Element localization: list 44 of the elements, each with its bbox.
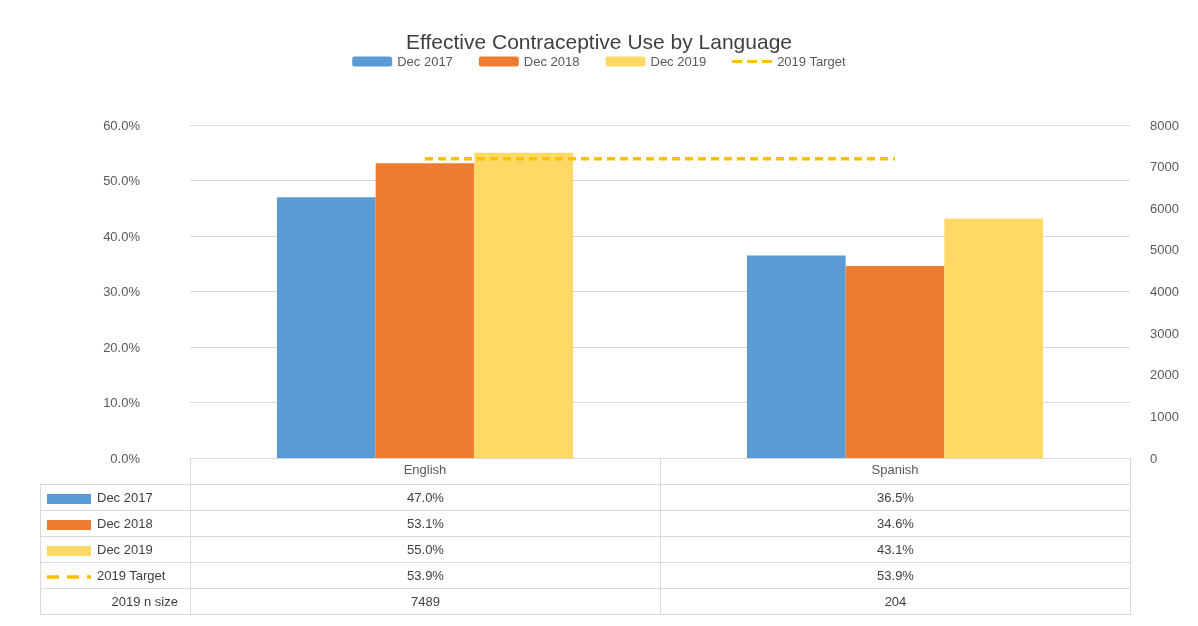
bar: [944, 218, 1044, 458]
text: 2019 n size: [40, 588, 191, 615]
data-label: 34.6%: [660, 510, 1131, 537]
data-label: 47.0%: [190, 484, 661, 511]
y-tick-label: 10.0%: [103, 395, 141, 410]
y2-tick-label: 2000: [1150, 367, 1179, 383]
legend-label: Dec 2019: [650, 54, 707, 69]
y2-tick-label: 4000: [1150, 284, 1179, 299]
chart-title: Effective Contraceptive Use by Language: [405, 30, 793, 53]
y2-tick-label: 6000: [1150, 200, 1179, 216]
x-tick-label: Spanish: [871, 462, 919, 477]
text: 204: [660, 588, 1131, 615]
bar: [746, 255, 846, 458]
data-label: 55.0%: [190, 536, 661, 563]
y2-tick-label: 8000: [1150, 117, 1179, 133]
bar: [845, 265, 945, 458]
y-tick-label: 50.0%: [103, 173, 141, 188]
legend-label: Dec 2018: [523, 54, 580, 69]
y2-tick-label: 3000: [1150, 325, 1179, 341]
data-label: 53.1%: [190, 510, 661, 537]
data-label: 43.1%: [660, 536, 1131, 563]
x-tick-label: English: [403, 462, 447, 477]
text: 2019 Target: [97, 568, 166, 583]
text: Dec 2019: [97, 542, 153, 557]
bar: [276, 197, 376, 458]
y2-tick-label: 1000: [1150, 408, 1179, 424]
y-tick-label: 20.0%: [103, 339, 141, 355]
data-label: 53.9%: [190, 562, 661, 589]
bar: [474, 152, 574, 458]
y-tick-label: 0.0%: [110, 450, 141, 466]
text: 7489: [190, 588, 661, 615]
y2-tick-label: 5000: [1150, 242, 1179, 258]
legend-label: Dec 2017: [397, 54, 453, 69]
text: Dec 2017: [97, 490, 153, 505]
text: Dec 2018: [97, 516, 153, 531]
y2-tick-label: 7000: [1150, 159, 1179, 175]
bar: [375, 163, 475, 458]
data-label: 53.9%: [660, 562, 1131, 589]
y2-tick-label: 0: [1150, 450, 1158, 466]
y-tick-label: 30.0%: [103, 284, 141, 299]
data-label: 36.5%: [660, 484, 1131, 511]
y-tick-label: 40.0%: [103, 228, 141, 244]
y-tick-label: 60.0%: [103, 117, 141, 133]
legend-label: 2019 Target: [777, 54, 846, 69]
